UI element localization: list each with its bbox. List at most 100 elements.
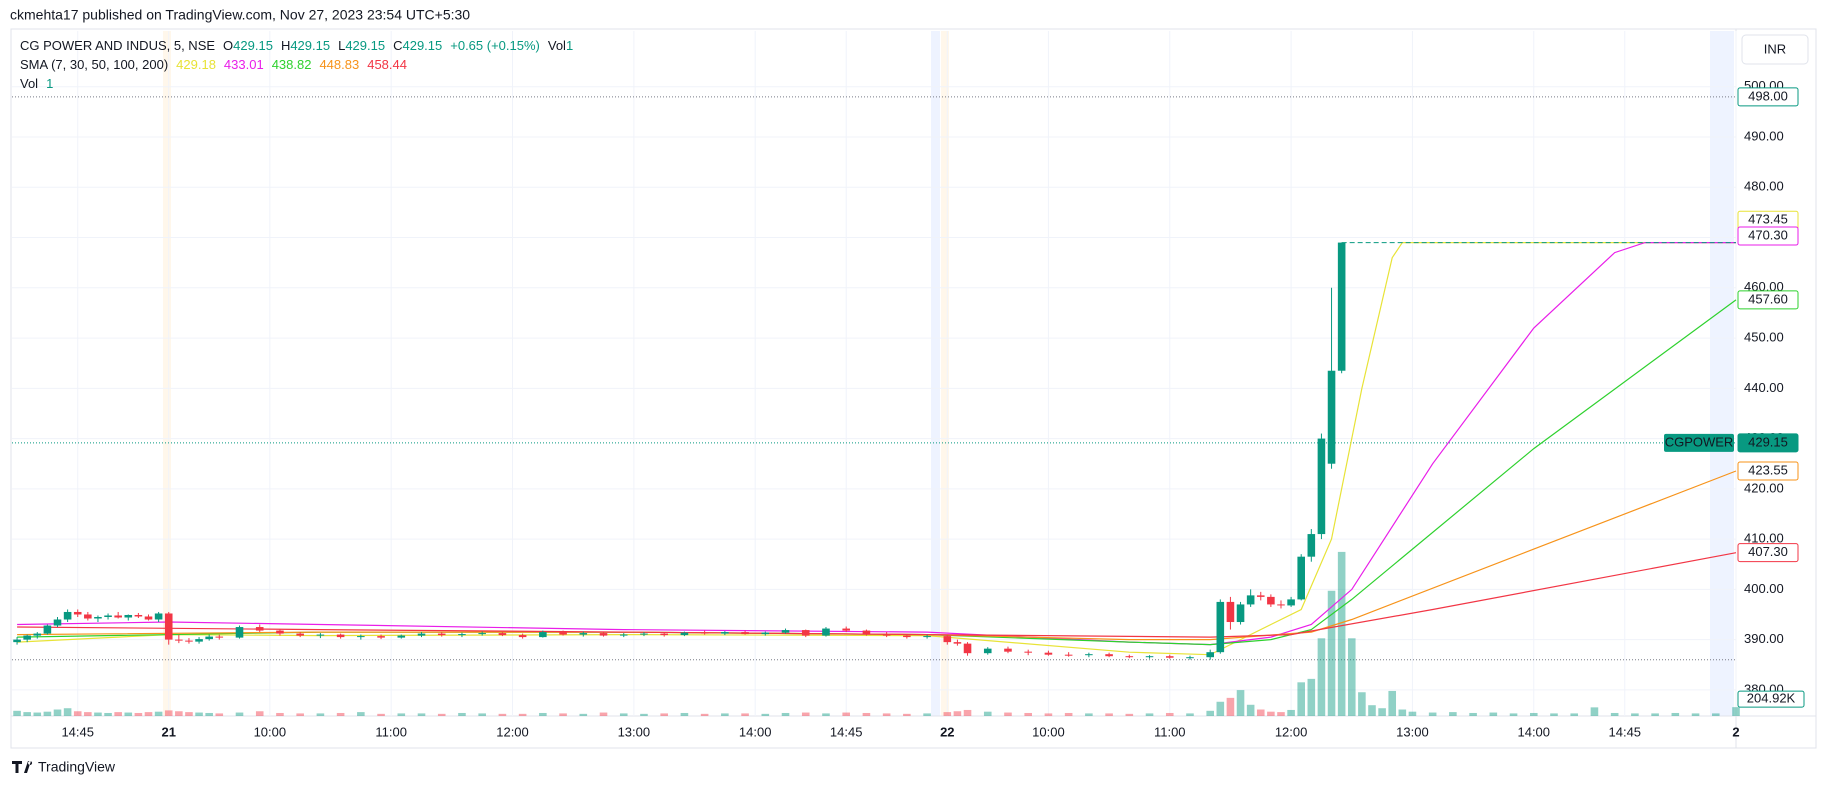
candle-body	[1246, 595, 1255, 605]
volume-bar	[1287, 709, 1295, 716]
y-tick-label: 450.00	[1744, 330, 1784, 345]
volume-bar	[1358, 692, 1366, 716]
volume-bar	[822, 713, 830, 716]
currency-button[interactable]	[1741, 34, 1809, 65]
candle-body	[882, 634, 891, 636]
candle-body	[478, 633, 486, 635]
candle-body	[700, 632, 709, 634]
candle-body	[316, 634, 325, 636]
x-tick-label: 13:00	[1396, 724, 1429, 739]
legend-item: 1	[566, 38, 573, 53]
volume-bar	[1651, 713, 1659, 716]
volume-bar	[1236, 690, 1245, 716]
volume-bar	[619, 713, 628, 716]
volume-bar	[1125, 713, 1134, 716]
legend-item: 429.15	[290, 38, 330, 53]
candle-body	[235, 627, 244, 638]
legend-indicator-line: SMA (7, 30, 50, 100, 200) 429.18 433.01 438…	[20, 57, 407, 72]
candle-body	[539, 632, 547, 638]
candle-body	[205, 636, 213, 640]
volume-bar	[1590, 707, 1599, 716]
volume-label-box	[1737, 690, 1805, 708]
x-tick-label: 11:00	[375, 724, 407, 739]
candle-body	[104, 615, 112, 617]
candle-body	[1044, 652, 1053, 655]
volume-bar	[559, 713, 567, 716]
volume-bar	[1550, 713, 1558, 716]
candle-body	[1256, 595, 1265, 597]
volume-bar	[1044, 713, 1053, 716]
x-tick-label: 12:00	[496, 724, 529, 739]
candle-body	[923, 636, 931, 638]
legend-item: H	[281, 38, 290, 53]
volume-bar	[1206, 710, 1214, 716]
volume-bar	[1408, 711, 1417, 716]
chart-frame	[10, 28, 1817, 749]
x-tick-label: 21	[161, 724, 175, 739]
candle-body	[761, 632, 770, 635]
candle-body	[1287, 599, 1295, 606]
legend-item: 429.18	[176, 57, 216, 72]
candle-body	[1165, 656, 1174, 658]
y-tick-label: 440.00	[1744, 380, 1784, 395]
volume-bar	[154, 711, 163, 716]
volume-bar	[1368, 705, 1376, 716]
volume-bar	[1529, 712, 1538, 716]
volume-bar	[1449, 712, 1457, 716]
volume-bar	[1085, 713, 1093, 716]
legend-item: CG POWER AND INDUS, 5, NSE	[20, 38, 215, 53]
volume-bar	[1570, 713, 1579, 716]
sma-line	[17, 552, 1737, 638]
volume-bar	[13, 710, 21, 716]
volume-bar	[437, 713, 446, 716]
candle-body	[559, 632, 567, 635]
volume-bar	[164, 710, 173, 716]
price-label-box	[1737, 543, 1799, 563]
candle-body	[1236, 604, 1245, 623]
legend-symbol-line: CG POWER AND INDUS, 5, NSE O429.15 H429.15…	[20, 38, 573, 53]
candle-body	[963, 643, 972, 654]
volume-bar	[1610, 712, 1619, 716]
candle-body	[518, 635, 527, 638]
candle-body	[357, 636, 365, 638]
volume-bar	[43, 711, 52, 716]
logo	[12, 761, 33, 773]
volume-bar	[1509, 713, 1518, 716]
price-label-box	[1737, 226, 1799, 246]
candle-body	[195, 639, 203, 642]
volume-bar	[124, 712, 133, 716]
symbol-tag-box	[1664, 433, 1734, 452]
y-tick-label: 400.00	[1744, 581, 1784, 596]
volume-bar	[1327, 590, 1336, 716]
volume-bar	[943, 712, 952, 716]
x-tick-label: 10:00	[1032, 724, 1065, 739]
volume-bar	[1732, 707, 1740, 716]
candle-body	[1327, 370, 1336, 464]
volume-bar	[144, 712, 153, 716]
volume-bar	[94, 712, 102, 716]
candle-body	[842, 628, 850, 631]
candle-body	[1337, 242, 1346, 371]
legend-item: +0.65 (+0.15%)	[450, 38, 540, 53]
volume-bar	[721, 713, 729, 716]
legend-item: 429.15	[345, 38, 385, 53]
volume-bar	[478, 713, 486, 716]
x-tick-label: 14:00	[739, 724, 772, 739]
currency[interactable]: INR	[1764, 41, 1786, 56]
candle-body	[1085, 654, 1093, 656]
sma-line	[17, 242, 1736, 646]
volume-bar	[1105, 713, 1113, 716]
price-label-box	[1737, 87, 1799, 107]
price-label: 470.30	[1748, 227, 1788, 242]
candle-body	[185, 640, 193, 642]
y-tick-label: 490.00	[1744, 128, 1784, 143]
candle-body	[276, 630, 284, 634]
volume-bar	[134, 712, 143, 716]
legend-item: 458.44	[367, 57, 407, 72]
volume-bar	[1064, 712, 1073, 716]
volume-bar	[255, 711, 264, 716]
sma-line	[17, 470, 1737, 641]
candle-body	[1206, 652, 1214, 658]
y-tick-label: 390.00	[1744, 631, 1784, 646]
volume-bar	[761, 713, 770, 716]
